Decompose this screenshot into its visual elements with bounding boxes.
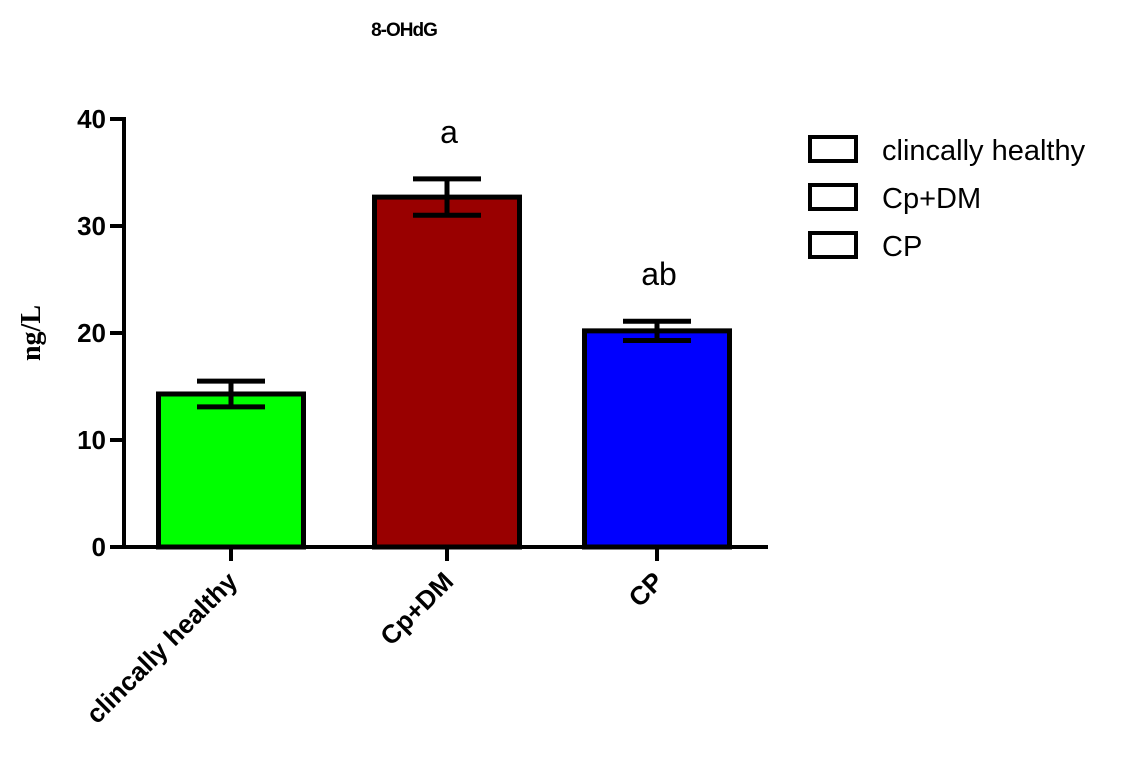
y-axis-label: ng/L bbox=[16, 305, 47, 361]
legend-label-2: Cp+DM bbox=[882, 183, 981, 215]
legend-swatch-3 bbox=[808, 231, 858, 259]
y-tick-label-10: 10 bbox=[77, 425, 106, 455]
legend-swatch-2 bbox=[808, 183, 858, 211]
chart-title: 8-OHdG bbox=[371, 20, 437, 41]
legend-label-1: clincally healthy bbox=[882, 135, 1086, 167]
x-tick-label-2: Cp+DM bbox=[374, 566, 459, 651]
x-tick-label-1: clincally healthy bbox=[80, 566, 244, 730]
significance-label-2: a bbox=[440, 114, 458, 150]
legend: clincally healthy Cp+DM CP bbox=[808, 135, 1086, 263]
bar-3 bbox=[582, 328, 732, 550]
y-tick-label-0: 0 bbox=[92, 532, 106, 562]
y-tick-label-40: 40 bbox=[77, 104, 106, 134]
bar-1 bbox=[156, 391, 306, 550]
y-tick-label-20: 20 bbox=[77, 318, 106, 348]
plot-area: a ab 0 10 20 30 40 clincally healthy Cp+DM CP bbox=[77, 104, 768, 729]
legend-label-3: CP bbox=[882, 231, 922, 263]
y-tick-label-30: 30 bbox=[77, 211, 106, 241]
x-tick-label-3: CP bbox=[622, 566, 669, 613]
bar-2 bbox=[372, 194, 522, 550]
significance-label-3: ab bbox=[641, 256, 677, 292]
legend-swatch-1 bbox=[808, 135, 858, 163]
